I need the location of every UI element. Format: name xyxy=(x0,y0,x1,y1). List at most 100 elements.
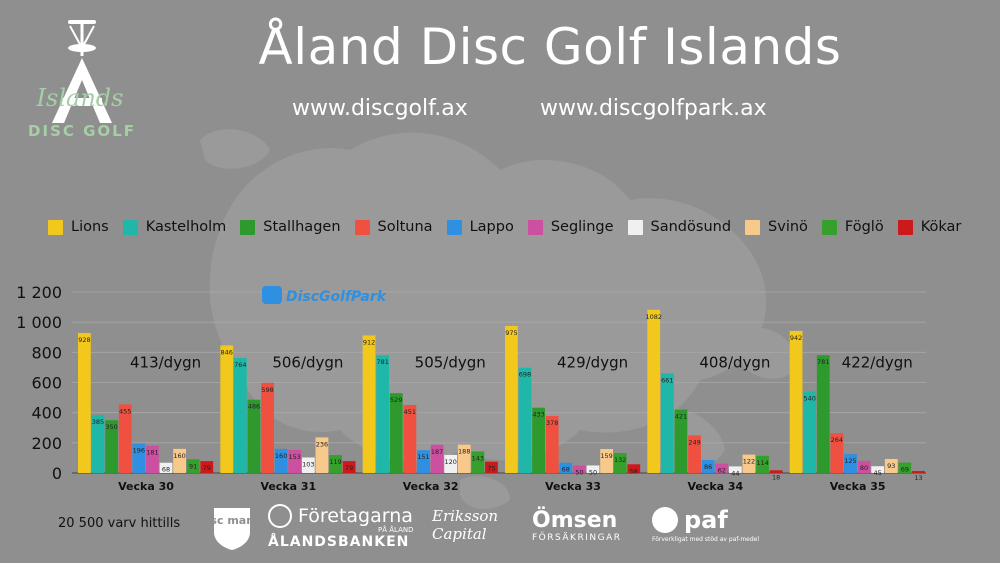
legend-label: Sandösund xyxy=(650,219,732,235)
legend-label: Lions xyxy=(71,219,109,235)
legend-swatch xyxy=(897,219,913,235)
data-label: 79 xyxy=(203,464,211,472)
bar xyxy=(220,345,234,473)
bar xyxy=(78,333,91,473)
legend-item: Sandösund xyxy=(627,219,732,235)
legend-label: Seglinge xyxy=(550,219,614,235)
data-label: 143 xyxy=(472,454,484,462)
logo-caption: DISC GOLF xyxy=(28,122,136,140)
legend-item: Kastelholm xyxy=(122,219,227,235)
bar xyxy=(376,355,390,473)
data-label: 529 xyxy=(390,396,402,404)
data-label: 942 xyxy=(790,334,802,342)
bar xyxy=(559,462,573,473)
data-label: 91 xyxy=(189,462,197,470)
data-label: 264 xyxy=(831,436,843,444)
bar xyxy=(485,461,498,473)
omsen-sub: FÖRSÄKRINGAR xyxy=(532,533,622,543)
bar xyxy=(545,415,559,473)
omsen-logo: Ömsen FÖRSÄKRINGAR xyxy=(532,508,632,543)
rate-annotation: 413/dygn xyxy=(130,353,201,371)
bar xyxy=(301,457,315,473)
bar xyxy=(362,335,376,473)
data-label: 160 xyxy=(275,452,287,460)
data-label: 249 xyxy=(688,438,700,446)
bar xyxy=(857,460,871,473)
bar xyxy=(701,460,715,473)
data-label: 540 xyxy=(803,395,815,403)
data-label: 120 xyxy=(444,458,456,466)
data-label: 132 xyxy=(614,456,626,464)
data-label: 781 xyxy=(817,358,829,366)
bar xyxy=(756,455,769,473)
data-label: 68 xyxy=(162,466,170,474)
bar xyxy=(518,367,532,473)
data-label: 661 xyxy=(661,376,673,384)
legend-item: Föglö xyxy=(821,219,884,235)
legend-item: Kökar xyxy=(897,219,961,235)
bar xyxy=(288,449,302,473)
x-tick-label: Vecka 34 xyxy=(687,480,743,493)
foretagarna-logo: Företagarna PÅ ÅLAND ÅLANDSBANKEN xyxy=(268,504,428,550)
bar xyxy=(342,461,356,473)
bar xyxy=(830,433,844,473)
bar xyxy=(315,437,329,473)
logo-script-text: Islands xyxy=(36,84,124,112)
bar xyxy=(444,454,458,473)
bar xyxy=(132,443,146,473)
discgolfpark-watermark: DiscGolfPark xyxy=(286,289,388,305)
bar xyxy=(613,453,627,473)
bar xyxy=(159,462,173,473)
legend-item: Soltuna xyxy=(354,219,433,235)
bar xyxy=(674,409,688,473)
bar xyxy=(430,444,444,473)
x-tick-label: Vecka 35 xyxy=(830,480,886,493)
data-label: 350 xyxy=(105,423,117,431)
legend-label: Stallhagen xyxy=(263,219,341,235)
bar xyxy=(803,391,817,473)
y-tick-label: 0 xyxy=(52,464,62,483)
data-label: 75 xyxy=(487,465,495,473)
x-tick-label: Vecka 30 xyxy=(118,480,174,493)
bar xyxy=(403,404,417,473)
legend-label: Lappo xyxy=(469,219,514,235)
bar xyxy=(329,455,342,473)
data-label: 196 xyxy=(133,446,145,454)
data-label: 86 xyxy=(704,463,712,471)
data-label: 119 xyxy=(329,458,341,466)
discmania-logo: disc mania xyxy=(212,508,252,550)
data-label: 68 xyxy=(562,466,570,474)
legend-label: Soltuna xyxy=(377,219,433,235)
page-title: Åland Disc Golf Islands xyxy=(258,18,842,76)
data-label: 912 xyxy=(363,338,375,346)
rate-annotation: 506/dygn xyxy=(272,353,343,371)
data-label: 451 xyxy=(404,408,416,416)
bar xyxy=(912,471,925,473)
legend-label: Kastelholm xyxy=(145,219,227,235)
foretagarna-icon xyxy=(268,504,292,528)
bar xyxy=(532,407,545,473)
bar xyxy=(389,393,403,473)
bar xyxy=(688,435,701,473)
bar xyxy=(471,451,485,473)
rate-annotation: 429/dygn xyxy=(557,353,628,371)
data-label: 181 xyxy=(146,449,158,457)
bar xyxy=(660,373,674,473)
bar xyxy=(91,414,105,473)
data-label: 79 xyxy=(345,464,353,472)
foretagarna-text: Företagarna xyxy=(298,505,413,527)
discgolfpark-icon xyxy=(262,286,282,304)
bar xyxy=(417,450,430,473)
legend-swatch xyxy=(745,219,761,235)
omsen-text: Ömsen xyxy=(532,508,618,533)
legend-item: Seglinge xyxy=(527,219,614,235)
paf-text: paf xyxy=(684,506,728,534)
data-label: 45 xyxy=(874,469,882,477)
rate-annotation: 505/dygn xyxy=(415,353,486,371)
url-discgolfpark[interactable]: www.discgolfpark.ax xyxy=(540,96,767,121)
data-label: 1082 xyxy=(645,313,662,321)
bar xyxy=(715,463,729,473)
x-tick-label: Vecka 31 xyxy=(260,480,316,493)
url-discgolf[interactable]: www.discgolf.ax xyxy=(292,96,468,121)
rate-annotation: 408/dygn xyxy=(699,353,770,371)
